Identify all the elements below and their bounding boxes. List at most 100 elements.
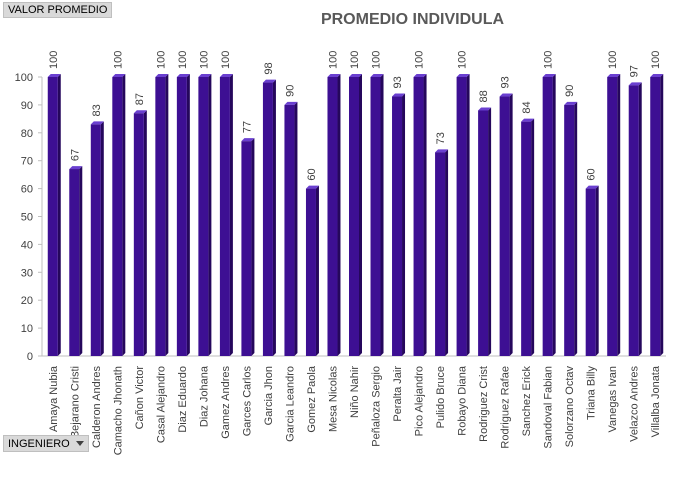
bar	[585, 188, 596, 356]
data-label: 100	[177, 51, 189, 69]
bar-side	[186, 74, 190, 356]
data-label: 73	[435, 132, 447, 144]
filter-field-label: INGENIERO	[8, 438, 70, 450]
bar-side	[488, 107, 492, 356]
filter-field-button[interactable]: INGENIERO	[3, 435, 89, 452]
y-tick-label: 20	[21, 295, 33, 307]
bar	[284, 104, 295, 357]
category-label: Rodriguez Crist	[478, 366, 490, 442]
y-tick-label: 80	[21, 128, 33, 140]
data-label: 100	[155, 51, 167, 69]
bar-top	[69, 166, 83, 170]
bar-top	[241, 138, 255, 142]
bar-top	[456, 74, 470, 77]
y-tick-label: 10	[21, 323, 33, 335]
y-tick-label: 40	[21, 239, 33, 251]
bar-side	[509, 93, 513, 356]
bar-side	[165, 74, 169, 356]
data-label: 87	[134, 93, 146, 105]
data-label: 98	[263, 62, 275, 74]
bar-side	[272, 79, 276, 356]
bar-top	[413, 74, 427, 77]
bar	[564, 104, 575, 357]
category-label: Bejarano Cristi	[69, 366, 81, 438]
category-label: Amaya Nubia	[48, 365, 60, 432]
y-tick-label: 90	[21, 100, 33, 112]
value-field-button[interactable]: VALOR PROMEDIO	[3, 2, 113, 18]
bar-side	[100, 121, 104, 357]
data-label: 60	[586, 168, 598, 180]
data-label: 60	[306, 168, 318, 180]
category-label: Mesa Nicolas	[327, 366, 339, 433]
data-label: 100	[457, 51, 469, 69]
category-label: Diaz Eduardo	[177, 366, 189, 433]
bar	[607, 77, 618, 356]
data-label: 100	[650, 51, 662, 69]
category-label: Peñaloza Sergio	[371, 366, 383, 447]
bar-top	[198, 74, 212, 77]
data-label: 77	[241, 121, 253, 133]
bar	[112, 77, 123, 356]
bar-side	[359, 74, 362, 356]
category-label: Peralta Jair	[392, 366, 404, 422]
bar-top	[628, 82, 642, 86]
bar	[241, 141, 252, 356]
bar	[628, 85, 639, 357]
bar-side	[294, 101, 298, 357]
bar	[155, 77, 166, 356]
bar-top	[90, 121, 104, 125]
bar	[521, 121, 532, 356]
category-label: Velazco Andres	[629, 366, 641, 442]
bar-top	[650, 74, 664, 77]
data-label: 93	[500, 76, 512, 88]
bar-top	[392, 93, 406, 97]
bar	[499, 96, 510, 356]
bar	[349, 77, 359, 356]
bar-side	[531, 118, 535, 356]
bar-side	[402, 93, 406, 356]
bar-top	[564, 101, 578, 105]
bar-side	[143, 110, 147, 357]
bar-side	[380, 74, 384, 356]
y-tick-label: 60	[21, 184, 33, 196]
bar-side	[337, 74, 341, 356]
category-label: Gamez Andres	[220, 366, 232, 439]
bar-top	[112, 74, 126, 77]
data-label: 100	[607, 51, 619, 69]
bar	[413, 77, 424, 356]
y-tick-label: 50	[21, 212, 33, 224]
bar-side	[660, 74, 664, 356]
bar	[478, 110, 489, 356]
bar-top	[47, 74, 61, 77]
bar-side	[122, 74, 126, 356]
bar-side	[423, 74, 427, 356]
bar-top	[133, 110, 147, 114]
bar-side	[466, 74, 470, 356]
chart-title: PROMEDIO INDIVIDULA	[320, 11, 505, 28]
data-label: 93	[392, 76, 404, 88]
category-label: Sanchez Erick	[521, 366, 533, 437]
data-label: 90	[564, 85, 576, 97]
category-label: Rodriguez Rafae	[500, 366, 512, 449]
bar-side	[445, 149, 449, 356]
bar-top	[370, 74, 384, 77]
category-label: Garcia Jhon	[263, 366, 275, 425]
bar	[90, 124, 101, 357]
bar-top	[478, 107, 492, 111]
bar-side	[251, 138, 255, 356]
bar-top	[521, 118, 535, 122]
bar-side	[208, 74, 212, 356]
category-label: Sandoval Fabian	[543, 366, 555, 449]
data-label: 100	[371, 51, 383, 69]
data-label: 100	[112, 51, 124, 69]
data-label: 67	[69, 149, 81, 161]
category-label: Camacho Jhonath	[112, 366, 124, 455]
category-label: Vanegas Ivan	[607, 366, 619, 432]
bar-top	[542, 74, 556, 77]
bar-top	[305, 185, 319, 189]
data-label: 100	[414, 51, 426, 69]
bar	[219, 77, 230, 356]
data-label: 100	[327, 51, 339, 69]
bar-top	[607, 74, 621, 77]
